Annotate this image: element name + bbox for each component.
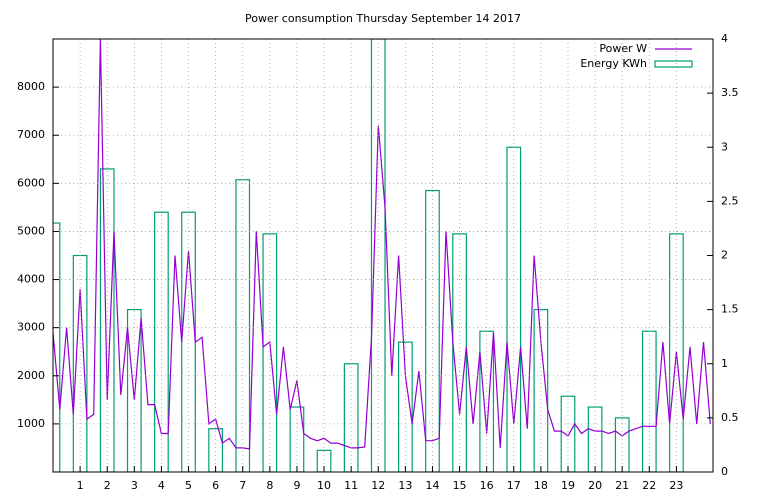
y2-tick-label: 1.5: [721, 303, 739, 316]
bar: [452, 233, 467, 472]
x-tick-label: 6: [212, 479, 219, 492]
y2-tick-label: 2: [721, 249, 728, 262]
bar: [479, 330, 495, 472]
x-tick-label: 18: [534, 479, 548, 492]
bar: [262, 233, 278, 472]
x-tick-label: 7: [239, 479, 246, 492]
legend-label: Energy KWh: [580, 57, 647, 70]
y-tick-label: 6000: [17, 176, 45, 189]
x-tick-label: 19: [561, 479, 575, 492]
y2-tick-label: 0.5: [721, 411, 739, 424]
bar: [669, 233, 684, 472]
bar: [208, 428, 224, 472]
y-tick-label: 2000: [17, 369, 45, 382]
x-tick-label: 16: [480, 479, 494, 492]
y-tick-label: 7000: [17, 128, 45, 141]
y-tick-label: 5000: [17, 224, 45, 237]
bar: [425, 189, 440, 472]
bar: [99, 168, 115, 472]
y2-tick-label: 2.5: [721, 194, 739, 207]
x-tick-label: 5: [185, 479, 192, 492]
legend-swatch: [654, 60, 693, 68]
legend-label: Power W: [599, 42, 647, 55]
y2-tick-label: 3: [721, 140, 728, 153]
bar: [614, 417, 630, 472]
y2-tick-label: 1: [721, 357, 728, 370]
bar: [533, 309, 549, 472]
x-tick-label: 4: [158, 479, 165, 492]
x-tick-label: 21: [615, 479, 629, 492]
y-tick-label: 4000: [17, 273, 45, 286]
y2-tick-label: 3.5: [721, 86, 739, 99]
x-tick-label: 12: [371, 479, 385, 492]
x-tick-label: 2: [104, 479, 111, 492]
y-tick-label: 1000: [17, 417, 45, 430]
x-tick-label: 3: [131, 479, 138, 492]
x-tick-label: 9: [293, 479, 300, 492]
x-tick-label: 23: [669, 479, 683, 492]
bar: [370, 39, 386, 472]
x-tick-label: 1: [77, 479, 84, 492]
x-tick-label: 10: [317, 479, 331, 492]
x-tick-label: 8: [266, 479, 273, 492]
x-tick-label: 13: [398, 479, 412, 492]
bar: [641, 330, 657, 472]
y-tick-label: 8000: [17, 80, 45, 93]
power-line: [53, 39, 711, 450]
chart-title: Power consumption Thursday September 14 …: [245, 12, 521, 25]
x-tick-label: 14: [425, 479, 439, 492]
y-tick-label: 3000: [17, 321, 45, 334]
bar: [316, 449, 332, 472]
x-tick-label: 11: [344, 479, 358, 492]
x-tick-label: 22: [642, 479, 656, 492]
plot-border: [52, 38, 714, 473]
bar: [560, 395, 576, 472]
bar: [126, 309, 142, 472]
y2-tick-label: 0: [721, 465, 728, 478]
x-tick-label: 17: [507, 479, 521, 492]
x-tick-label: 20: [588, 479, 602, 492]
x-tick-label: 15: [453, 479, 467, 492]
y2-tick-label: 4: [721, 32, 728, 45]
bar: [397, 341, 413, 472]
